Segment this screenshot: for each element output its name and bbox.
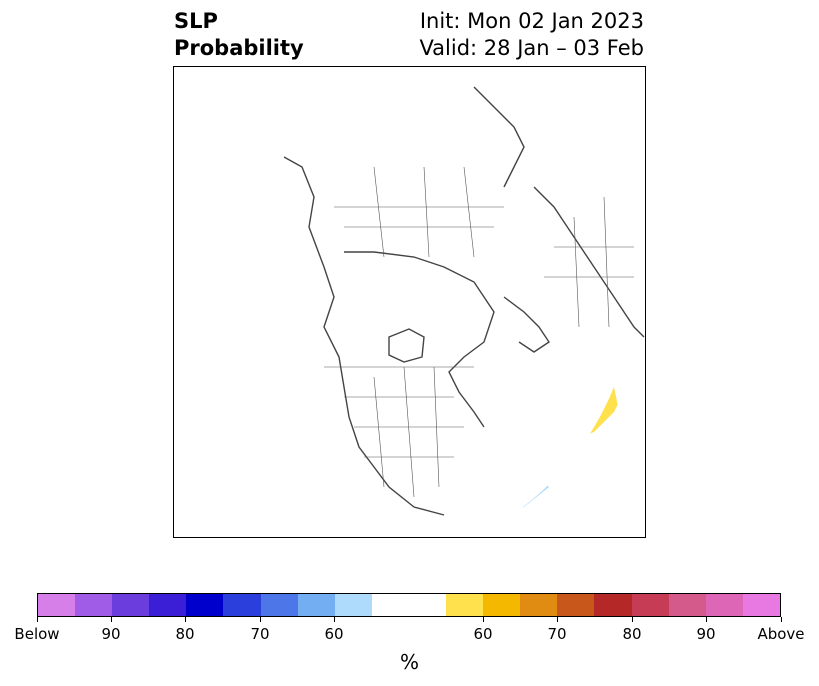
coastlines bbox=[283, 86, 645, 516]
colorbar-tick-label: 90 bbox=[101, 625, 121, 643]
colorbar-tick-label: 60 bbox=[473, 625, 493, 643]
colorbar-swatch bbox=[483, 594, 521, 616]
colorbar-tick-labels: Below 90 80 70 60 60 70 80 90 Above bbox=[0, 625, 819, 647]
colorbar-tick-mark bbox=[557, 617, 558, 622]
colorbar-swatch bbox=[631, 594, 669, 616]
colorbar-unit-label: % bbox=[399, 650, 419, 674]
colorbar-tick-mark bbox=[334, 617, 335, 622]
colorbar-tick-label: 80 bbox=[622, 625, 642, 643]
colorbar-tick-mark bbox=[632, 617, 633, 622]
colorbar-tick-mark bbox=[260, 617, 261, 622]
map-title-right: Init: Mon 02 Jan 2023 Valid: 28 Jan – 03… bbox=[419, 8, 644, 62]
colorbar-swatch bbox=[112, 594, 150, 616]
map-panel bbox=[173, 66, 646, 538]
colorbar-tick-mark bbox=[483, 617, 484, 622]
colorbar-swatch bbox=[75, 594, 113, 616]
colorbar-swatch bbox=[149, 594, 187, 616]
colorbar-swatch bbox=[668, 594, 706, 616]
colorbar-tick-label: 60 bbox=[324, 625, 344, 643]
colorbar-tick-label: 70 bbox=[547, 625, 567, 643]
colorbar-swatch bbox=[371, 594, 409, 616]
title-probability: Probability bbox=[174, 36, 304, 60]
colorbar-tick-mark bbox=[706, 617, 707, 622]
colorbar-swatch bbox=[223, 594, 261, 616]
political-borders bbox=[324, 166, 634, 498]
colorbar-swatch bbox=[408, 594, 447, 616]
colorbar bbox=[37, 593, 781, 617]
colorbar-tick-label: 80 bbox=[175, 625, 195, 643]
title-slp: SLP bbox=[174, 9, 218, 33]
colorbar-swatch bbox=[520, 594, 558, 616]
colorbar-tick-label: 90 bbox=[696, 625, 716, 643]
colorbar-swatch bbox=[705, 594, 743, 616]
colorbar-tick-mark bbox=[185, 617, 186, 622]
colorbar-swatch bbox=[742, 594, 780, 616]
hemisphere-mask bbox=[174, 67, 645, 537]
valid-dates: Valid: 28 Jan – 03 Feb bbox=[419, 36, 644, 60]
colorbar-tick-label: 70 bbox=[250, 625, 270, 643]
map-title-left: SLP Probability bbox=[174, 8, 304, 62]
colorbar-swatch bbox=[297, 594, 335, 616]
colorbar-swatch bbox=[260, 594, 298, 616]
colorbar-swatch bbox=[334, 594, 372, 616]
colorbar-tick-mark bbox=[781, 617, 782, 622]
colorbar-swatch bbox=[186, 594, 224, 616]
colorbar-swatch bbox=[446, 594, 484, 616]
colorbar-tick-label: Below bbox=[14, 625, 60, 643]
colorbar-swatch bbox=[38, 594, 76, 616]
init-date: Init: Mon 02 Jan 2023 bbox=[419, 9, 644, 33]
colorbar-tick-mark bbox=[37, 617, 38, 622]
colorbar-swatch bbox=[557, 594, 595, 616]
colorbar-tick-label: Above bbox=[757, 625, 805, 643]
colorbar-swatch bbox=[594, 594, 632, 616]
probability-map bbox=[174, 67, 645, 537]
colorbar-tick-mark bbox=[111, 617, 112, 622]
